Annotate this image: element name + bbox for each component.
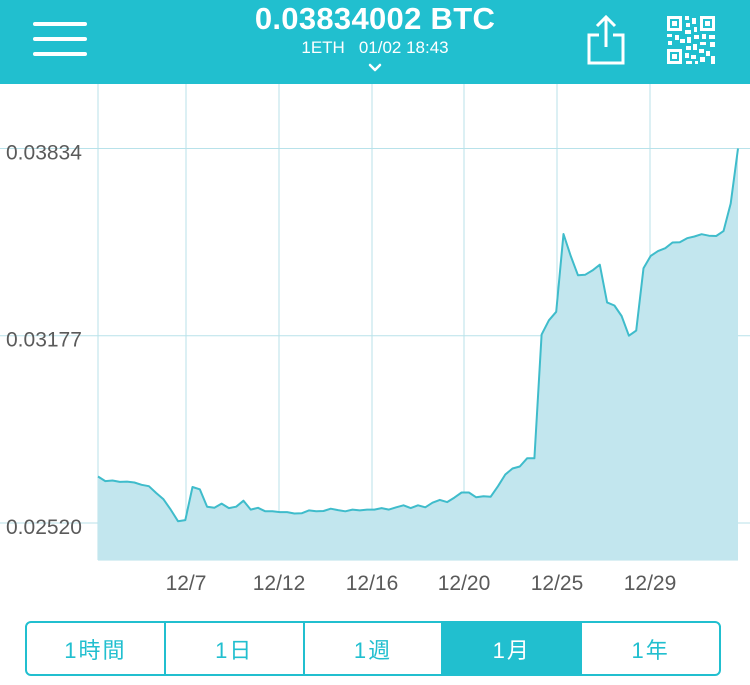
chart-labels: 0.03834 0.03177 0.02520 12/7 12/12 12/16 12/20… — [6, 141, 676, 595]
tab-1-day[interactable]: 1日 — [163, 623, 303, 674]
y-tick-label: 0.02520 — [6, 516, 82, 539]
qr-code-icon[interactable] — [666, 15, 716, 65]
price-area-fill — [98, 148, 738, 560]
tab-1-week[interactable]: 1週 — [302, 623, 442, 674]
share-icon[interactable] — [584, 13, 628, 67]
price-chart: 0.03834 0.03177 0.02520 12/7 12/12 12/16 12/20… — [0, 84, 750, 595]
price-subline: 1ETH 01/02 18:43 — [175, 39, 575, 57]
current-price: 0.03834002 BTC — [254, 1, 496, 36]
x-tick-label: 12/20 — [438, 572, 491, 595]
x-tick-label: 12/16 — [346, 572, 399, 595]
x-tick-label: 12/7 — [166, 572, 207, 595]
pair-label: 1ETH — [301, 38, 345, 57]
x-tick-label: 12/25 — [531, 572, 584, 595]
time-range-selector: 1時間 1日 1週 1月 1年 — [25, 621, 721, 676]
x-tick-label: 12/12 — [253, 572, 306, 595]
y-tick-label: 0.03834 — [6, 141, 82, 164]
timestamp-label: 01/02 18:43 — [358, 38, 449, 57]
top-bar: 0.03834002 BTC 1ETH 01/02 18:43 — [0, 0, 750, 84]
chevron-down-icon[interactable] — [368, 63, 382, 73]
price-series-line — [97, 148, 739, 523]
tab-1-year[interactable]: 1年 — [580, 623, 719, 674]
y-tick-label: 0.03177 — [6, 329, 82, 352]
tab-1-hour[interactable]: 1時間 — [64, 637, 127, 663]
hamburger-menu-icon[interactable] — [33, 20, 87, 56]
price-header[interactable]: 0.03834002 BTC 1ETH 01/02 18:43 — [175, 0, 575, 72]
x-tick-label: 12/29 — [624, 572, 677, 595]
tab-1-month[interactable]: 1月 — [441, 623, 581, 674]
